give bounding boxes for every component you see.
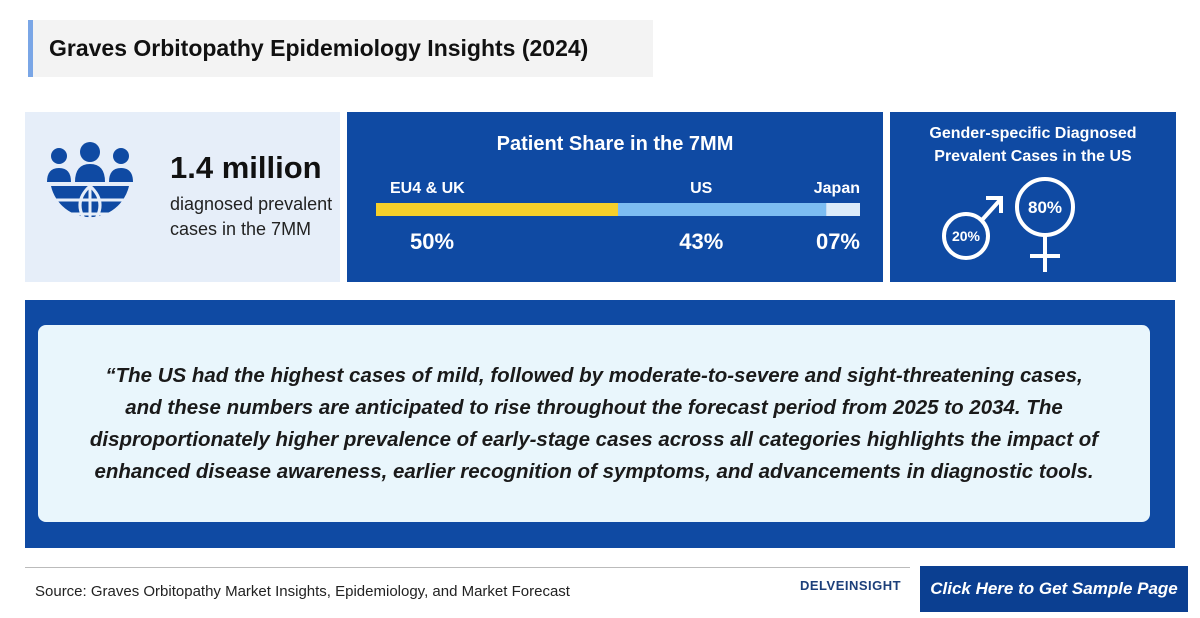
patient-share-chart: Patient Share in the 7MM EU4 & UK 50% US 43… bbox=[376, 133, 860, 254]
share-segment bbox=[376, 203, 618, 216]
footer-rule bbox=[25, 567, 910, 568]
female-share: 80% bbox=[1028, 198, 1062, 217]
page-title: Graves Orbitopathy Epidemiology Insights… bbox=[28, 20, 653, 77]
stat-card: 1.4 million diagnosed prevalent cases in… bbox=[25, 112, 340, 282]
share-segment bbox=[826, 203, 860, 216]
segment-value: 43% bbox=[679, 229, 723, 254]
segment-value: 07% bbox=[816, 229, 860, 254]
male-share: 20% bbox=[952, 228, 981, 244]
share-segment bbox=[618, 203, 827, 216]
card-title: Patient Share in the 7MM bbox=[497, 133, 734, 155]
stat-label: diagnosed prevalent cases in the 7MM bbox=[170, 194, 333, 239]
card-title: Gender-specific Diagnosed Prevalent Case… bbox=[929, 125, 1137, 165]
brand-logo: DELVEINSIGHT bbox=[800, 578, 902, 593]
quote-text: “The US had the highest cases of mild, f… bbox=[38, 325, 1150, 522]
segment-value: 50% bbox=[410, 229, 454, 254]
sample-page-button[interactable]: Click Here to Get Sample Page bbox=[920, 566, 1188, 612]
segment-label: Japan bbox=[814, 180, 860, 197]
source-note: Source: Graves Orbitopathy Market Insigh… bbox=[35, 583, 570, 600]
gender-card: Gender-specific Diagnosed Prevalent Case… bbox=[890, 112, 1176, 282]
stat-value: 1.4 million bbox=[170, 150, 322, 185]
people-icon bbox=[47, 142, 133, 228]
segment-label: EU4 & UK bbox=[390, 180, 465, 197]
gender-symbols: 20% 80% bbox=[942, 177, 1075, 272]
patient-share-card: Patient Share in the 7MM EU4 & UK 50% US 43… bbox=[347, 112, 883, 282]
segment-label: US bbox=[690, 180, 713, 197]
